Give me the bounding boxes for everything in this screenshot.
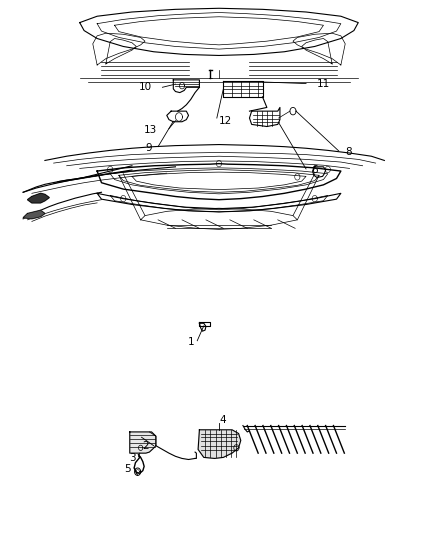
Text: 11: 11 xyxy=(317,78,330,88)
Text: 2: 2 xyxy=(142,441,148,451)
Text: 4: 4 xyxy=(219,415,226,425)
Text: 8: 8 xyxy=(345,147,352,157)
Text: 3: 3 xyxy=(129,454,135,463)
Text: 12: 12 xyxy=(219,116,232,126)
Polygon shape xyxy=(28,193,49,203)
Text: 10: 10 xyxy=(138,82,152,92)
Polygon shape xyxy=(23,211,45,219)
Text: 5: 5 xyxy=(124,464,131,474)
Text: 1: 1 xyxy=(187,337,194,348)
Polygon shape xyxy=(198,430,241,458)
Text: 13: 13 xyxy=(144,125,157,135)
Text: 9: 9 xyxy=(145,143,152,153)
Text: 6: 6 xyxy=(311,165,318,175)
Polygon shape xyxy=(130,432,156,453)
